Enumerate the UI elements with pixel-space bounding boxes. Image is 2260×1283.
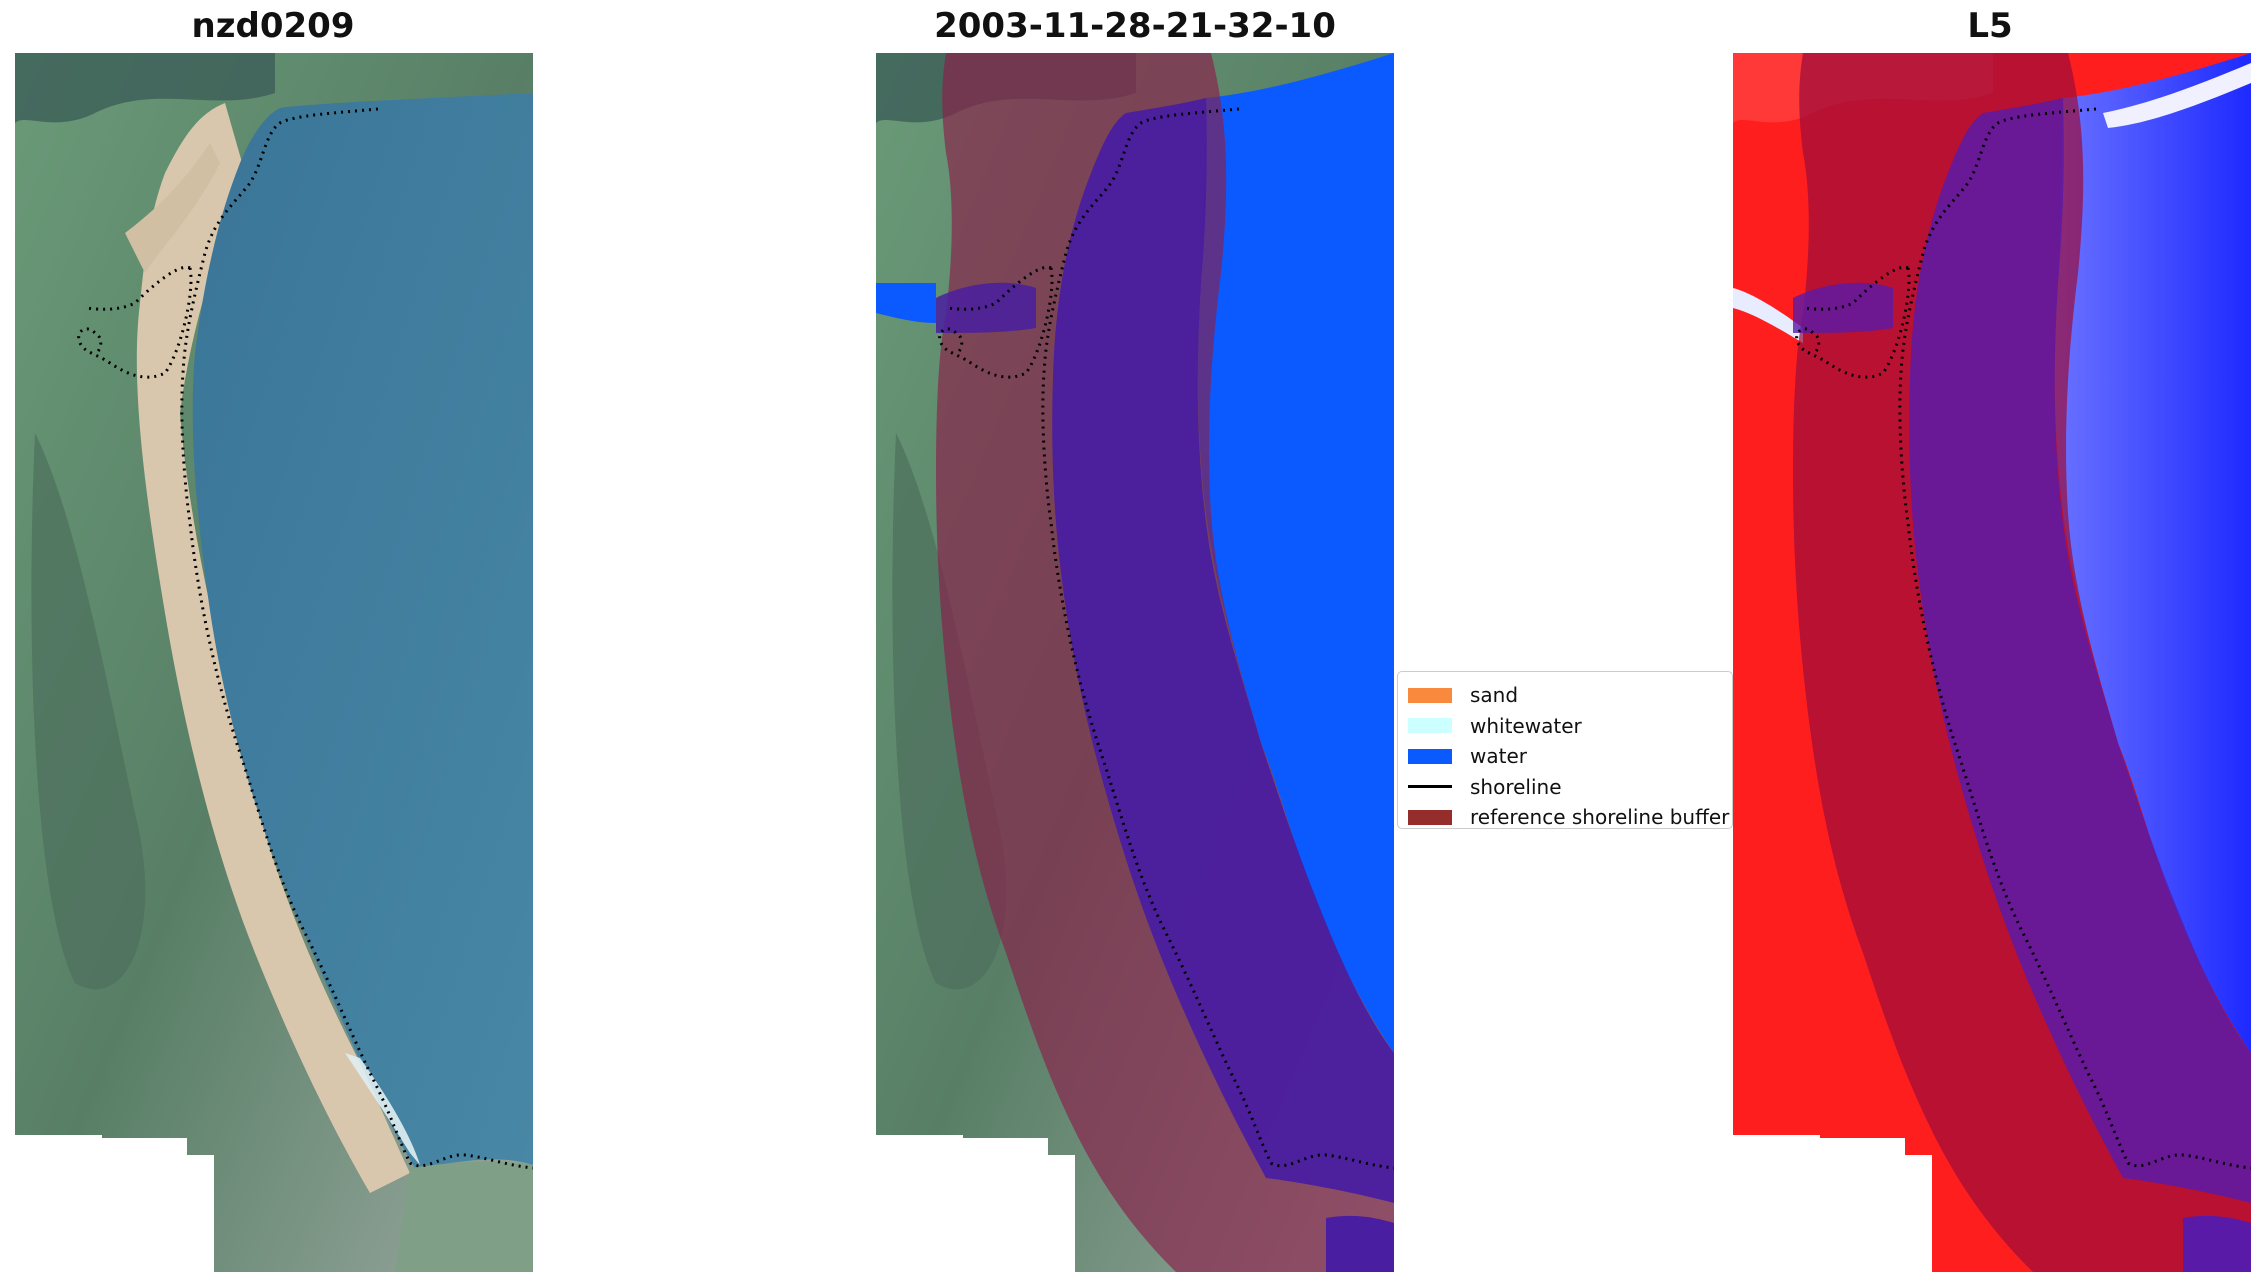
legend-label: reference shoreline buffer: [1470, 805, 1730, 829]
panel-title-classification: 2003-11-28-21-32-10: [934, 6, 1336, 46]
legend: sand whitewater water shoreline referenc…: [1397, 671, 1733, 829]
classification-image: [876, 53, 1394, 1272]
index-map-image: [1733, 53, 2251, 1272]
water-swatch: [1408, 748, 1452, 764]
panel-title-image: nzd0209: [191, 6, 355, 46]
whitewater-swatch: [1408, 718, 1452, 734]
shoreline-line: [180, 107, 533, 1170]
sand-swatch: [1408, 687, 1452, 703]
legend-item-sand: sand: [1408, 680, 1722, 711]
legend-label: shoreline: [1470, 774, 1562, 799]
legend-item-water: water: [1408, 741, 1722, 772]
classification-panel: [876, 53, 1394, 1272]
satellite-image: [15, 53, 533, 1272]
index-map-panel: [1733, 53, 2251, 1272]
legend-item-buffer: reference shoreline buffer: [1408, 802, 1729, 828]
legend-label: water: [1470, 744, 1527, 769]
legend-item-whitewater: whitewater: [1408, 711, 1722, 742]
panel-title-sensor: L5: [1967, 6, 2013, 46]
shoreline-swatch: [1408, 785, 1452, 789]
buffer-swatch: [1408, 809, 1452, 825]
legend-label: sand: [1470, 683, 1519, 708]
satellite-image-panel: [15, 53, 533, 1272]
legend-label: whitewater: [1470, 713, 1582, 738]
legend-item-shoreline: shoreline: [1408, 772, 1722, 803]
